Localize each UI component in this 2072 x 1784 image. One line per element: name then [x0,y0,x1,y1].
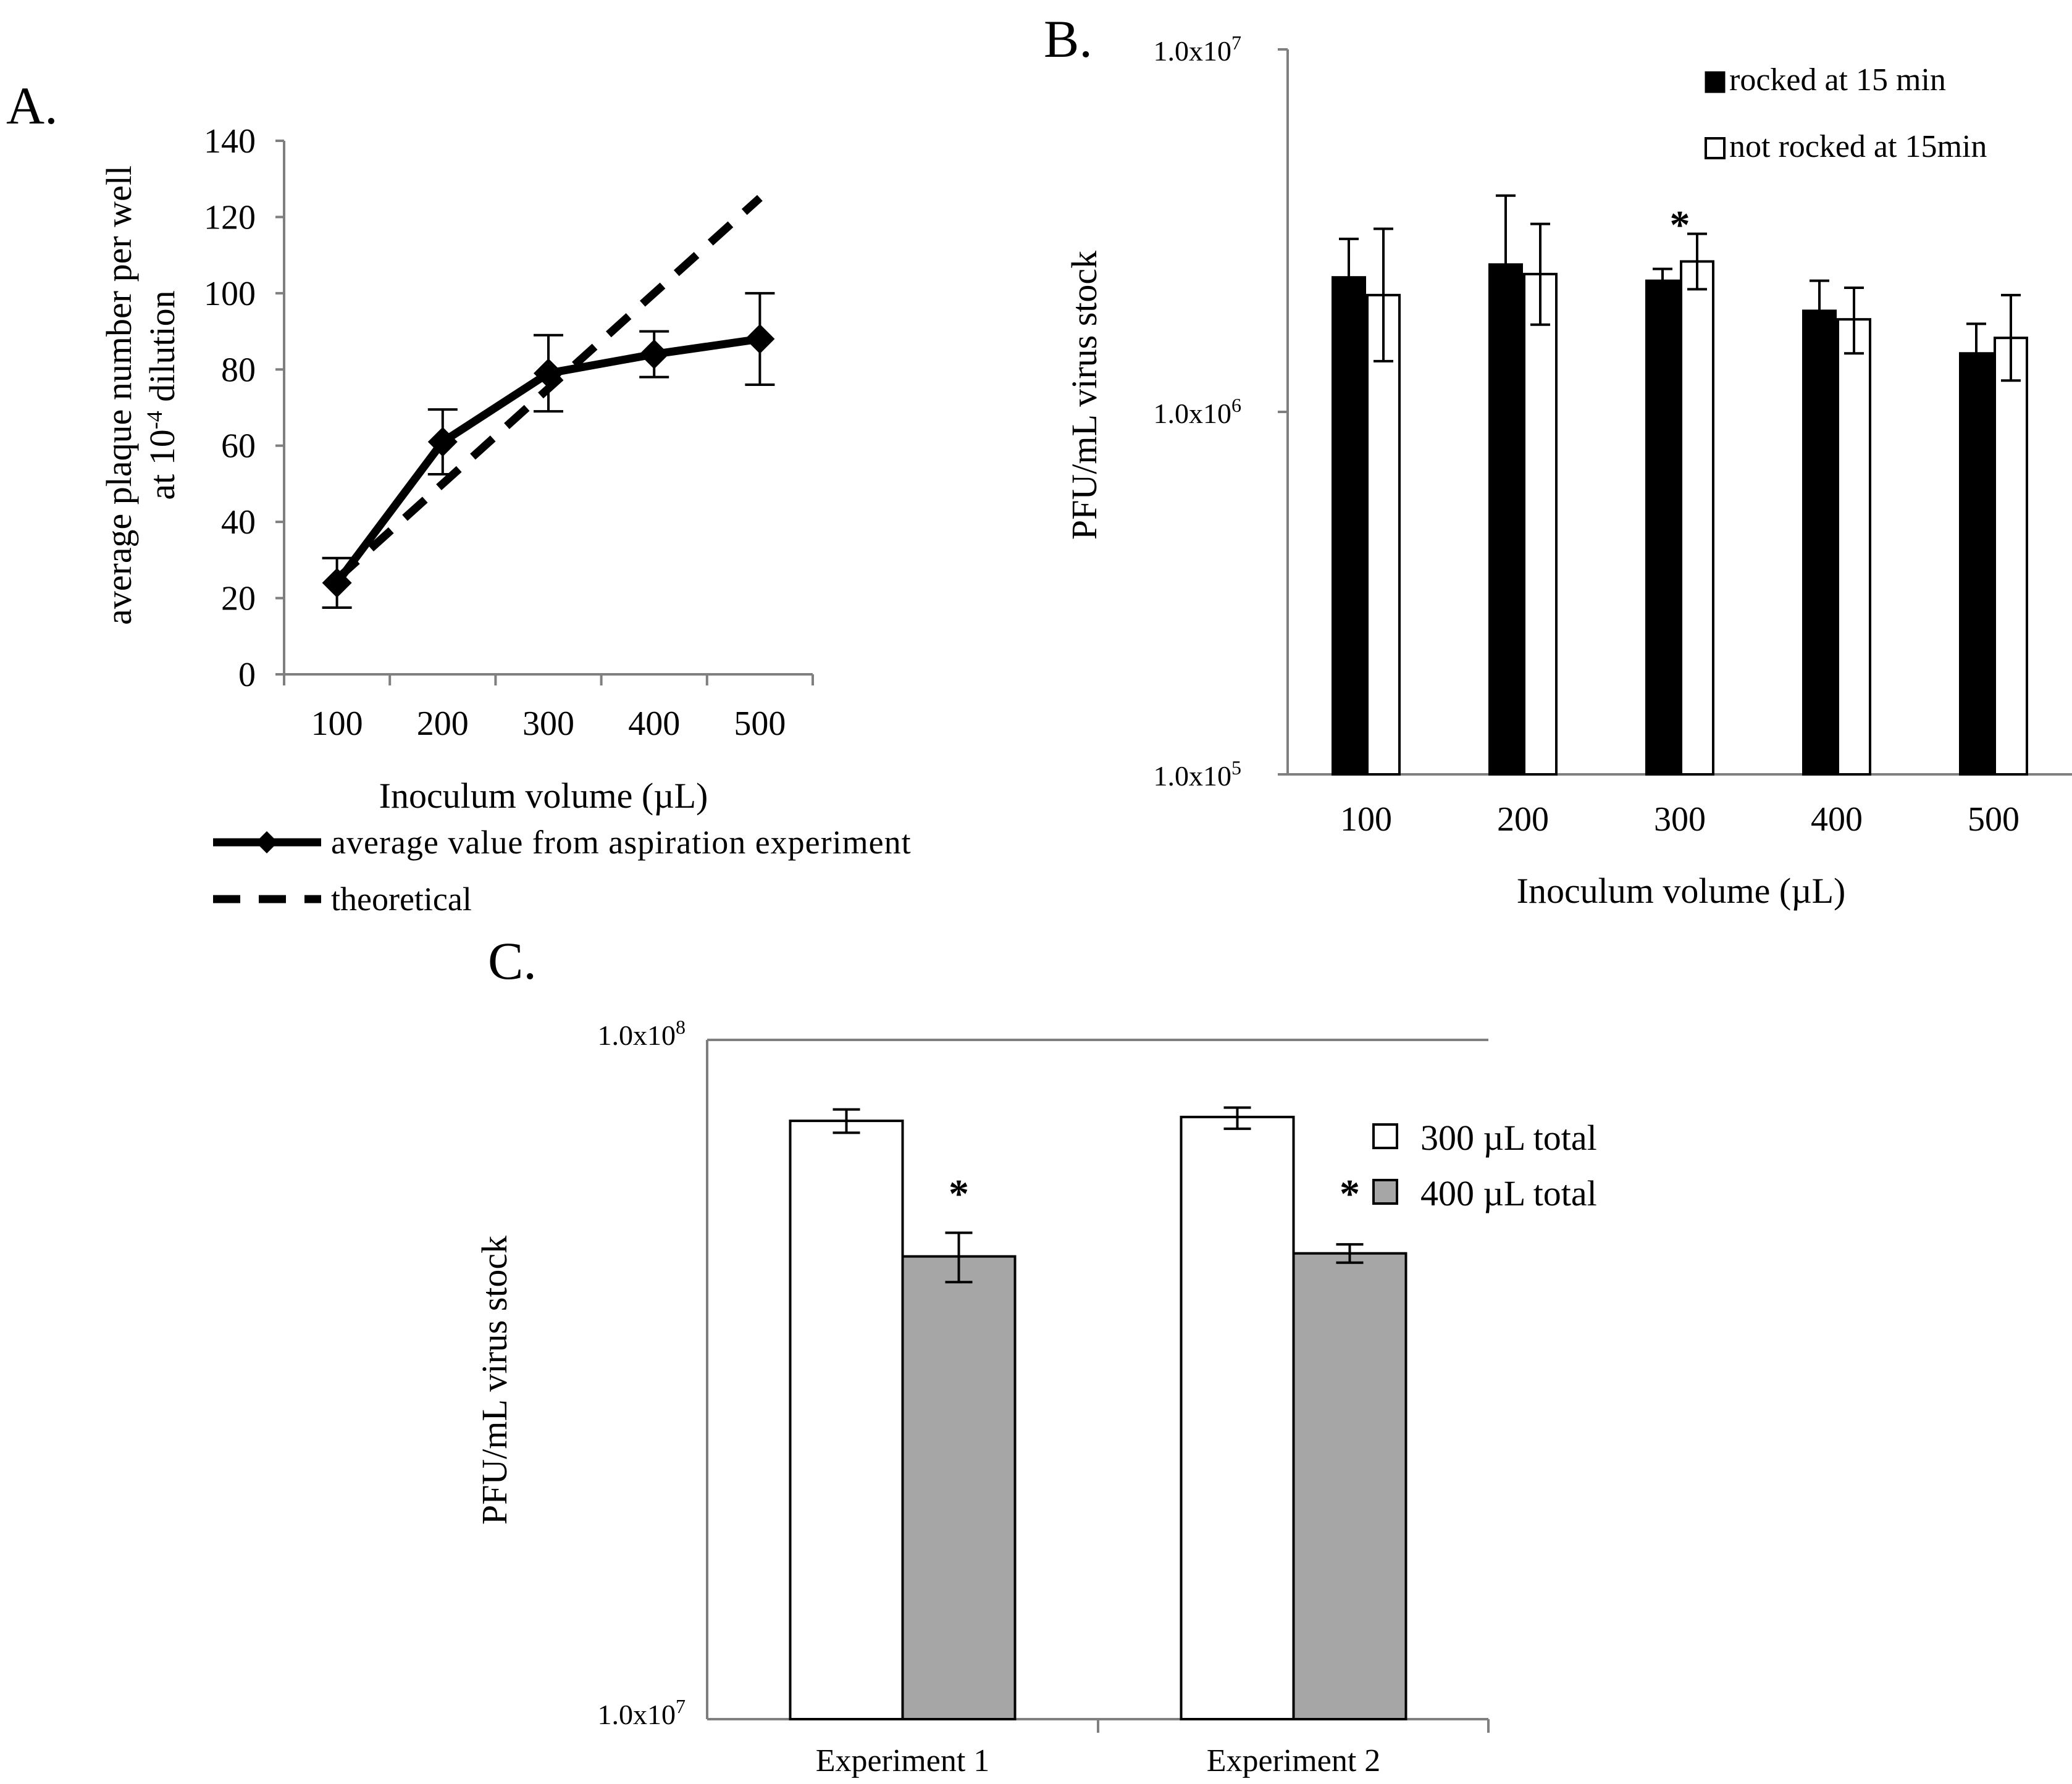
panel-c-ylabel: PFU/mL virus stock [474,1236,514,1525]
panel-b-ylabel: PFU/mL virus stock [1064,251,1104,540]
panel-a-y-tick-label: 100 [204,275,256,313]
panel-b-x-tick-label: 200 [1497,800,1549,839]
panel-c-x-tick-label: Experiment 1 [816,1743,990,1778]
panel-c-x-tick-label: Experiment 2 [1207,1743,1381,1778]
panel-c-y-tick-label: 1.0x107 [598,1695,686,1730]
bar-300-total [1180,1115,1295,1720]
significance-star: * [1340,1171,1360,1217]
bar-rocked [1802,309,1837,776]
panel-a: A. 0 20 40 60 80 100 120 140 100 200 300 400 500 av… [6,76,912,918]
bar-rocked [1959,352,1994,776]
panel-a-y-tick-label: 20 [221,580,256,618]
legend-rocked: rocked at 15 min [1729,62,1946,98]
aspiration-point [322,567,352,598]
panel-a-y-tick-label: 40 [221,503,256,542]
significance-star: * [1670,203,1690,248]
panel-a-y-tick-label: 140 [204,122,256,161]
panel-b-x-tick-label: 100 [1340,800,1392,839]
legend-series-theoretical: theoretical [331,881,472,918]
panel-b-label: B. [1044,9,1093,69]
bar-rocked [1645,279,1680,776]
bar-300-total [789,1120,904,1721]
bar-not-rocked [1680,260,1714,776]
panel-a-y-tick-label: 120 [204,198,256,237]
panel-b-legend: rocked at 15 min not rocked at 15min [1705,62,1987,164]
panel-b-x-tick-label: 500 [1968,800,2020,839]
legend-swatch-rocked [1705,71,1726,93]
panel-a-y-tick-label: 0 [238,656,256,694]
bar-not-rocked [1523,272,1558,776]
panel-a-ylabel-line1: average plaque number per well [99,165,139,625]
panel-c: C. 1.0x108 1.0x107 PFU/mL virus stock Exp… [474,931,1597,1778]
panel-a-x-tick-label: 500 [734,705,786,743]
panel-a-x-tick-label: 400 [628,705,680,743]
panel-c-y-tick-label: 1.0x108 [598,1016,686,1051]
legend-not-rocked: not rocked at 15min [1729,129,1987,164]
legend-series-aspiration: average value from aspiration experiment [331,824,912,861]
aspiration-point [745,324,775,354]
panel-a-y-tick-label: 60 [221,427,256,466]
aspiration-point [639,339,669,369]
significance-star: * [949,1171,969,1217]
bar-rocked [1332,276,1366,776]
panel-a-y-tick-label: 80 [221,351,256,389]
panel-c-legend: 300 µL total 400 µL total [1372,1118,1597,1213]
panel-a-xlabel: Inoculum volume (µL) [379,776,708,816]
panel-b-y-tick-label: 1.0x107 [1154,31,1242,67]
legend-400-total: 400 µL total [1420,1173,1597,1213]
legend-swatch-400 [1372,1179,1398,1205]
panel-b-y-tick-label: 1.0x105 [1154,756,1242,792]
panel-a-x-tick-label: 300 [522,705,574,743]
aspiration-point [534,358,563,388]
panel-b-x-tick-label: 300 [1654,800,1706,839]
panel-a-legend: average value from aspiration experiment… [213,824,912,918]
legend-swatch-300 [1372,1123,1398,1149]
bar-400-total [1292,1252,1407,1720]
panel-a-x-tick-label: 100 [311,705,363,743]
panel-c-label: C. [488,931,537,990]
bar-not-rocked [1837,318,1871,776]
aspiration-point [427,427,458,457]
bar-400-total [901,1255,1017,1720]
panel-a-ylabel-line2: at 10-4 dilution [142,290,182,500]
bar-not-rocked [1366,293,1401,776]
panel-b: B. 1.0x107 1.0x106 1.0x105 PFU/mL virus st… [1044,9,2072,911]
bar-rocked [1488,263,1523,776]
panel-a-x-tick-label: 200 [417,705,469,743]
panel-b-xlabel: Inoculum volume (µL) [1517,871,1846,911]
panel-b-y-tick-label: 1.0x106 [1154,394,1242,429]
panel-a-label: A. [6,76,58,135]
bar-not-rocked [1994,337,2028,776]
panel-b-x-tick-label: 400 [1811,800,1863,839]
legend-300-total: 300 µL total [1420,1118,1597,1158]
legend-swatch-not-rocked [1705,137,1726,159]
legend-diamond-marker [256,831,278,853]
